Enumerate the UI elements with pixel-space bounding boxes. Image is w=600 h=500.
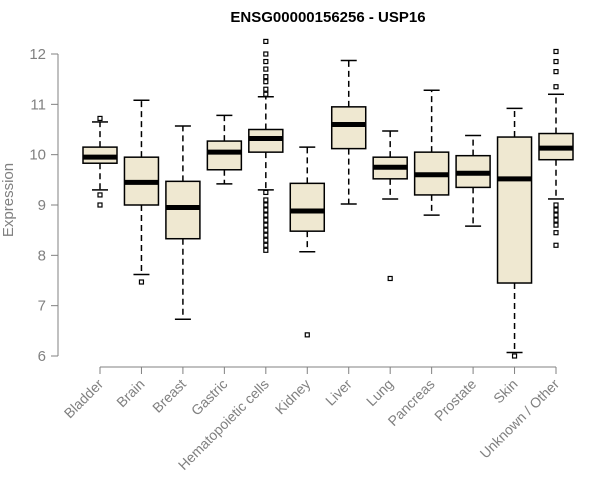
- outlier-point: [263, 212, 269, 218]
- chart-title: ENSG00000156256 - USP16: [230, 9, 425, 26]
- box-lung: [372, 130, 408, 282]
- x-tick-label: Lung: [363, 376, 396, 409]
- box-liver: [330, 59, 367, 205]
- x-tick-label: Liver: [322, 376, 355, 409]
- y-tick-label: 8: [38, 247, 46, 264]
- outlier-point: [263, 217, 269, 223]
- outlier-point: [511, 353, 518, 359]
- box-unknown-other: [538, 48, 574, 248]
- outlier-point: [263, 207, 269, 213]
- outlier-point: [553, 84, 559, 90]
- x-tick-label: Brain: [113, 376, 147, 410]
- outlier-point: [263, 74, 269, 80]
- outlier-point: [263, 91, 269, 97]
- box-skin: [496, 107, 533, 359]
- outlier-point: [263, 227, 269, 233]
- outlier-point: [553, 69, 559, 75]
- x-tick-label: Prostate: [431, 376, 479, 424]
- outlier-point: [553, 207, 559, 213]
- iqr-box: [330, 106, 367, 150]
- outlier-point: [97, 192, 103, 198]
- box-gastric: [206, 114, 243, 185]
- y-tick-label: 7: [38, 298, 46, 315]
- x-tick-label: Breast: [149, 376, 189, 416]
- outlier-point: [138, 279, 145, 285]
- x-tick-label: Skin: [490, 376, 521, 407]
- outlier-point: [553, 48, 559, 55]
- iqr-box: [289, 182, 326, 232]
- outlier-point: [263, 197, 269, 203]
- y-tick-label: 11: [30, 96, 46, 113]
- outlier-point: [304, 332, 310, 338]
- outlier-point: [263, 202, 269, 208]
- plot-area: [82, 38, 574, 359]
- outlier-point: [97, 115, 103, 122]
- outlier-point: [263, 79, 269, 85]
- x-tick-label: Bladder: [61, 376, 107, 422]
- outlier-point: [263, 189, 269, 196]
- outlier-point: [553, 230, 559, 236]
- y-tick-label: 9: [38, 197, 46, 214]
- outlier-point: [263, 242, 269, 248]
- outlier-point: [263, 232, 269, 238]
- box-kidney: [289, 146, 326, 338]
- box-bladder: [82, 115, 118, 208]
- outlier-point: [553, 222, 559, 228]
- outlier-point: [553, 217, 559, 223]
- outlier-point: [263, 237, 269, 243]
- y-tick-label: 6: [38, 348, 46, 365]
- y-axis-label: Expression: [0, 163, 17, 237]
- outlier-point: [553, 212, 559, 218]
- x-tick-label: Unknown / Other: [477, 376, 563, 462]
- iqr-box: [165, 180, 201, 240]
- iqr-box: [206, 140, 243, 171]
- outlier-point: [553, 58, 559, 65]
- outlier-point: [263, 86, 269, 92]
- outlier-point: [97, 202, 103, 208]
- iqr-box: [496, 136, 533, 284]
- y-tick-label: 10: [29, 147, 46, 164]
- box-pancreas: [413, 89, 450, 216]
- box-brain: [123, 99, 160, 285]
- box-prostate: [455, 134, 491, 227]
- outlier-point: [263, 58, 269, 65]
- outlier-point: [263, 51, 269, 57]
- outlier-point: [387, 275, 393, 282]
- outlier-point: [263, 66, 269, 72]
- outlier-point: [263, 38, 269, 45]
- box-hematopoietic-cells: [248, 38, 284, 253]
- y-tick-label: 12: [29, 46, 46, 63]
- outlier-point: [263, 222, 269, 228]
- outlier-point: [553, 202, 559, 208]
- box-breast: [165, 125, 201, 321]
- outlier-point: [263, 247, 269, 253]
- outlier-point: [553, 242, 559, 248]
- x-tick-label: Kidney: [272, 376, 314, 418]
